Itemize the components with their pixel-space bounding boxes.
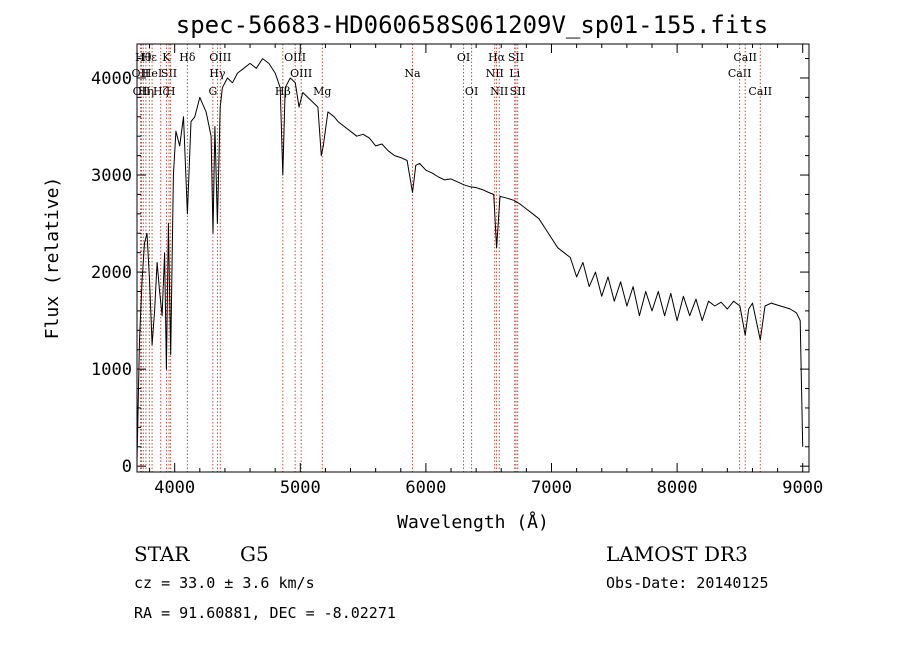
line-marker-label: Hε	[142, 51, 158, 64]
x-tick-label: 6000	[405, 478, 446, 498]
y-axis-title: Flux (relative)	[42, 177, 63, 340]
line-marker-label: OI	[465, 85, 478, 98]
coordinates-label: RA = 91.60881, DEC = -8.02271	[134, 604, 396, 622]
object-class: STAR	[134, 542, 190, 566]
chart-title: spec-56683-HD060658S061209V_sp01-155.fit…	[176, 11, 768, 39]
line-marker-label: Li	[509, 67, 520, 80]
line-marker-label: OIII	[284, 51, 306, 64]
line-marker-label: OIII	[209, 51, 231, 64]
line-marker-label: Mg	[313, 85, 331, 98]
line-marker-label: OI	[457, 51, 470, 64]
y-tick-label: 3000	[91, 166, 132, 186]
plot-frame	[136, 43, 810, 473]
y-tick-label: 1000	[91, 360, 132, 380]
x-tick-label: 5000	[280, 478, 321, 498]
x-tick-label: 7000	[531, 478, 572, 498]
line-marker-label: OIII	[290, 67, 312, 80]
line-marker-label: Hα	[488, 51, 506, 64]
y-tick-label: 2000	[91, 263, 132, 283]
axes: 4000 5000 6000 7000 8000 9000 0 1000 2000 3000 400…	[91, 44, 823, 498]
line-marker-label: Hδ	[179, 51, 196, 64]
spectrum-line	[136, 58, 804, 462]
line-marker-label: HeI	[142, 67, 162, 80]
line-marker-label: OII	[132, 67, 150, 80]
line-marker-label: SII	[510, 85, 526, 98]
line-marker-label: G	[208, 85, 217, 98]
y-tick-label: 0	[122, 457, 132, 477]
line-marker-label: Hθ	[135, 51, 152, 64]
spectrum-series	[136, 58, 804, 462]
redshift-label: cz = 33.0 ± 3.6 km/s	[134, 574, 315, 592]
object-subclass: G5	[240, 542, 269, 566]
line-marker-label: Hγ	[209, 67, 226, 80]
y-tick-label: 4000	[91, 69, 132, 89]
line-marker-label: Hβ	[275, 85, 291, 98]
line-markers: OIIOIIHθHηHεHeIHζKSIIHHδGHγOIIIHβOIIIOII…	[132, 44, 772, 472]
line-marker-label: CaII	[748, 85, 772, 98]
x-tick-label: 4000	[154, 478, 195, 498]
obs-date-label: Obs-Date: 20140125	[606, 574, 769, 592]
line-marker-label: H	[166, 85, 176, 98]
line-marker-label: SII	[161, 67, 177, 80]
survey-label: LAMOST DR3	[606, 542, 748, 566]
line-marker-label: CaII	[728, 67, 752, 80]
line-marker-label: Hζ	[153, 85, 169, 98]
line-marker-label: Na	[404, 67, 421, 80]
line-marker-label: Hη	[138, 85, 154, 98]
line-marker-label: K	[162, 51, 171, 64]
line-marker-label: SII	[508, 51, 524, 64]
line-marker-label: NII	[486, 67, 504, 80]
x-axis-title: Wavelength (Å)	[397, 511, 549, 533]
line-marker-label: CaII	[733, 51, 757, 64]
x-tick-label: 9000	[782, 478, 823, 498]
line-marker-label: NII	[490, 85, 508, 98]
x-tick-label: 8000	[657, 478, 698, 498]
